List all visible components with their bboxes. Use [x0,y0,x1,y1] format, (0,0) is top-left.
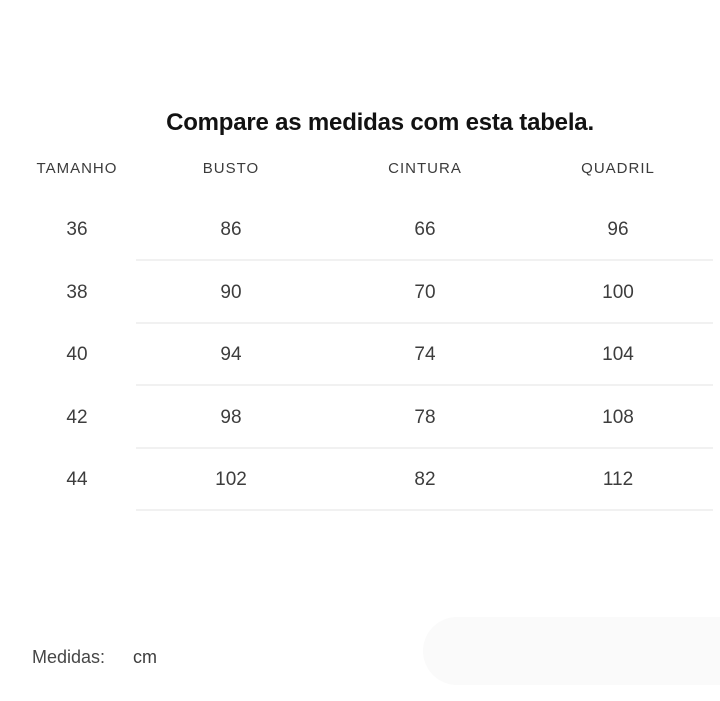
cell-cintura: 66 [414,219,436,241]
page-title: Compare as medidas com esta tabela. [166,109,594,136]
column-header-busto: BUSTO [202,160,260,177]
cell-quadril: 104 [602,344,634,366]
cell-quadril: 100 [602,281,634,303]
cell-cintura: 70 [414,281,436,303]
table-row-size-42: 42 98 78 108 [0,387,694,450]
cell-tamanho: 40 [66,344,88,366]
cell-tamanho: 42 [66,406,88,428]
column-header-tamanho: TAMANHO [36,160,118,177]
row-divider [136,447,713,449]
measurements-label: Medidas: [32,647,106,667]
cell-tamanho: 38 [66,281,88,303]
table-row-size-36: 36 86 66 96 [0,199,694,262]
row-divider [136,384,713,386]
table-row-size-38: 38 90 70 100 [0,262,694,325]
table-header-row: TAMANHO BUSTO CINTURA QUADRIL [0,138,694,199]
column-header-quadril: QUADRIL [581,160,655,177]
cell-busto: 94 [220,344,242,366]
cell-busto: 90 [220,281,242,303]
size-table: TAMANHO BUSTO CINTURA QUADRIL 36 86 66 9… [0,138,694,512]
table-row-size-44: 44 102 82 112 [0,449,694,512]
cell-busto: 86 [220,219,242,241]
cell-cintura: 78 [414,406,436,428]
cell-tamanho: 36 [66,219,88,241]
cell-quadril: 112 [602,469,634,491]
faded-pill-shape [423,617,720,685]
cell-quadril: 96 [607,219,629,241]
row-divider [136,509,713,511]
cell-cintura: 74 [414,344,436,366]
table-row-size-40: 40 94 74 104 [0,324,694,387]
cell-busto: 102 [215,469,247,491]
cell-cintura: 82 [414,469,436,491]
cell-busto: 98 [220,406,242,428]
row-divider [136,322,713,324]
column-header-cintura: CINTURA [388,160,462,177]
measurements-unit: cm [133,647,157,667]
cell-tamanho: 44 [66,469,88,491]
row-divider [136,259,713,261]
cell-quadril: 108 [602,406,634,428]
